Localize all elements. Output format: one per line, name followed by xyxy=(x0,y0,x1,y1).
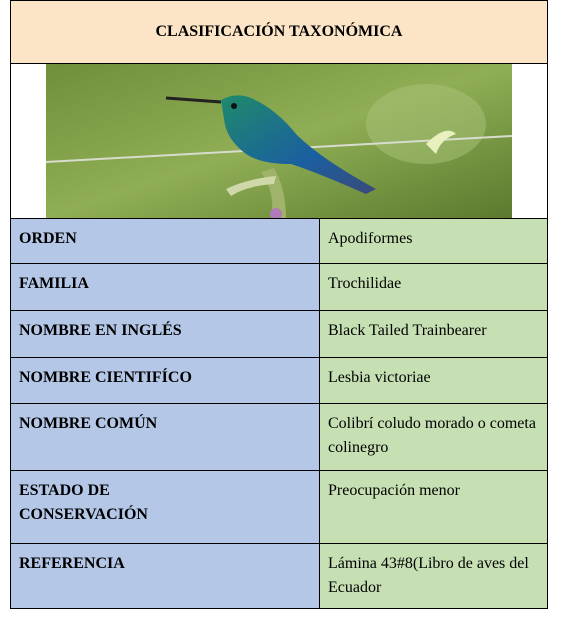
row-label: FAMILIA xyxy=(19,275,89,292)
bird-photo xyxy=(46,64,512,218)
table-row: ORDEN Apodiformes xyxy=(10,218,548,264)
row-value: Lesbia victoriae xyxy=(319,357,548,404)
table-row: NOMBRE CIENTIFÍCO Lesbia victoriae xyxy=(10,357,548,404)
row-label-cell: ORDEN xyxy=(10,218,320,264)
photo-cell xyxy=(10,63,548,219)
row-label: NOMBRE EN INGLÉS xyxy=(19,322,182,339)
row-value: Lámina 43#8(Libro de aves del Ecuador xyxy=(319,543,548,609)
table-row: NOMBRE COMÚN Colibrí coludo morado o come… xyxy=(10,403,548,471)
row-label: ESTADO DE CONSERVACIÓN xyxy=(19,482,148,523)
table-body: CLASIFICACIÓN TAXONÓMICA xyxy=(10,0,548,609)
table-row: FAMILIA Trochilidae xyxy=(10,263,548,311)
taxonomy-table: CLASIFICACIÓN TAXONÓMICA xyxy=(10,0,548,609)
row-label: ORDEN xyxy=(19,230,77,247)
row-value: Trochilidae xyxy=(319,263,548,311)
row-value: Colibrí coludo morado o cometa colinegro xyxy=(319,403,548,471)
row-label: REFERENCIA xyxy=(19,555,125,572)
row-label-cell: NOMBRE CIENTIFÍCO xyxy=(10,357,320,404)
row-label-cell: ESTADO DE CONSERVACIÓN xyxy=(10,470,320,544)
row-label-cell: FAMILIA xyxy=(10,263,320,311)
row-value: Preocupación menor xyxy=(319,470,548,544)
row-label: NOMBRE CIENTIFÍCO xyxy=(19,369,192,386)
table-row: NOMBRE EN INGLÉS Black Tailed Trainbearer xyxy=(10,310,548,358)
table-row: ESTADO DE CONSERVACIÓN Preocupación menor xyxy=(10,470,548,544)
row-label-cell: NOMBRE COMÚN xyxy=(10,403,320,471)
row-label: NOMBRE COMÚN xyxy=(19,415,158,432)
header-row: CLASIFICACIÓN TAXONÓMICA xyxy=(10,0,548,64)
photo-row xyxy=(10,63,548,219)
row-label-cell: REFERENCIA xyxy=(10,543,320,609)
table-title: CLASIFICACIÓN TAXONÓMICA xyxy=(10,0,548,64)
row-label-cell: NOMBRE EN INGLÉS xyxy=(10,310,320,358)
table-row: REFERENCIA Lámina 43#8(Libro de aves del … xyxy=(10,543,548,609)
row-value: Black Tailed Trainbearer xyxy=(319,310,548,358)
row-value: Apodiformes xyxy=(319,218,548,264)
